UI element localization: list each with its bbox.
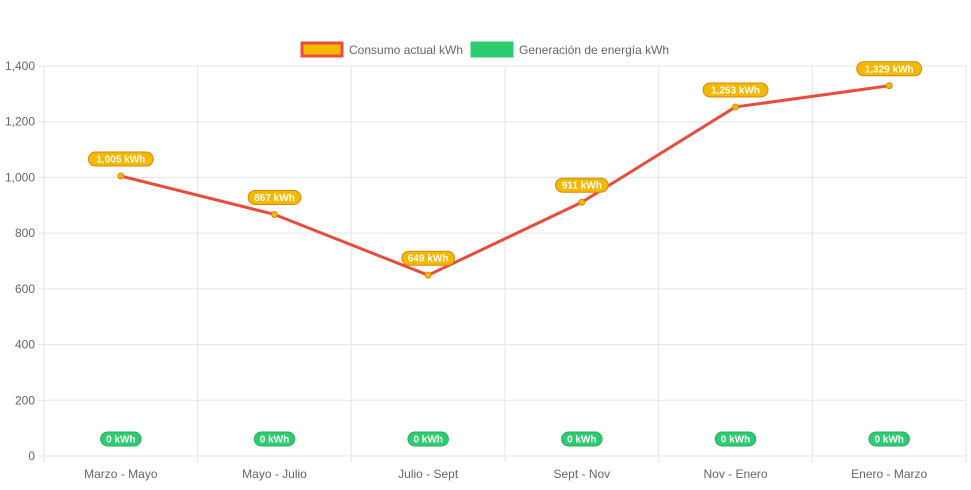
consumo-data-label: 911 kWh xyxy=(554,177,609,193)
x-tick-label: Marzo - Mayo xyxy=(84,467,158,481)
legend-swatch-generacion xyxy=(470,41,514,58)
generacion-data-label: 0 kWh xyxy=(253,431,296,447)
generacion-data-label: 0 kWh xyxy=(868,431,910,447)
data-label-text: 1,329 kWh xyxy=(865,64,914,75)
y-tick-label: 1,200 xyxy=(5,115,35,129)
data-label-box xyxy=(247,189,302,205)
x-tick-label: Sept - Nov xyxy=(553,467,610,481)
y-tick-label: 200 xyxy=(15,393,35,407)
y-tick-label: 400 xyxy=(15,338,35,352)
legend-item-consumo[interactable]: Consumo actual kWh xyxy=(300,41,463,58)
consumo-data-label: 649 kWh xyxy=(401,250,456,266)
legend: Consumo actual kWh Generación de energía… xyxy=(300,41,669,58)
consumo-data-label: 1,253 kWh xyxy=(702,82,769,98)
y-axis: 0 200 400 600 800 1,000 1,200 1,400 xyxy=(5,59,35,463)
consumo-data-label: 867 kWh xyxy=(247,189,302,205)
data-label-box xyxy=(702,82,769,98)
consumo-data-label: 1,329 kWh xyxy=(856,61,923,77)
data-label-text: 911 kWh xyxy=(562,181,602,192)
grid xyxy=(38,65,967,462)
generacion-data-label: 0 kWh xyxy=(100,431,142,447)
x-tick-label: Enero - Marzo xyxy=(851,467,927,481)
data-point xyxy=(271,210,278,218)
x-axis: Marzo - Mayo Mayo - Julio Julio - Sept Sept… xyxy=(84,467,927,481)
data-label-text: 1,005 kWh xyxy=(96,155,145,166)
generacion-data-label: 0 kWh xyxy=(714,431,757,447)
generacion-data-label: 0 kWh xyxy=(407,431,449,447)
x-tick-label: Mayo - Julio xyxy=(242,467,307,481)
generacion-data-label: 0 kWh xyxy=(561,431,603,447)
data-point xyxy=(885,82,893,90)
y-tick-label: 1,000 xyxy=(5,170,35,184)
data-label-box xyxy=(714,431,757,447)
series-line-0 xyxy=(120,84,890,277)
data-label-text: 0 kWh xyxy=(721,435,750,446)
data-label-box xyxy=(561,431,603,447)
data-label-box xyxy=(554,177,609,193)
y-tick-label: 1,400 xyxy=(5,59,35,73)
consumo-data-label: 1,005 kWh xyxy=(87,151,154,167)
legend-item-generacion[interactable]: Generación de energía kWh xyxy=(470,41,669,58)
data-label-box xyxy=(407,431,449,447)
data-label-text: 0 kWh xyxy=(106,435,135,446)
y-tick-label: 600 xyxy=(15,282,35,296)
data-label-box xyxy=(401,250,456,266)
y-tick-label: 0 xyxy=(28,449,35,463)
data-label-text: 0 kWh xyxy=(413,435,442,446)
x-tick-label: Nov - Enero xyxy=(703,467,767,481)
data-label-text: 1,253 kWh xyxy=(711,85,760,96)
data-label-text: 867 kWh xyxy=(254,193,295,204)
data-label-text: 649 kWh xyxy=(408,254,449,265)
data-label-text: 0 kWh xyxy=(567,435,596,446)
legend-swatch-consumo xyxy=(300,41,344,58)
y-tick-label: 800 xyxy=(15,226,35,240)
legend-label-generacion: Generación de energía kWh xyxy=(519,43,669,57)
data-label-box xyxy=(87,151,154,167)
data-label-box xyxy=(856,61,923,77)
legend-label-consumo: Consumo actual kWh xyxy=(349,43,463,57)
data-label-text: 0 kWh xyxy=(874,435,903,446)
x-tick-label: Julio - Sept xyxy=(398,467,459,481)
data-label-box xyxy=(253,431,296,447)
data-point xyxy=(732,103,739,111)
data-point xyxy=(117,172,125,180)
data-point xyxy=(578,198,586,206)
data-label-text: 0 kWh xyxy=(260,435,289,446)
data-label-box xyxy=(100,431,142,447)
data-labels-layer: 1,005 kWh 867 kWh 649 kWh 911 kWh 1,253 kWh 1… xyxy=(87,61,923,447)
data-label-box xyxy=(868,431,910,447)
data-point xyxy=(424,271,432,279)
series-layer xyxy=(117,82,893,279)
